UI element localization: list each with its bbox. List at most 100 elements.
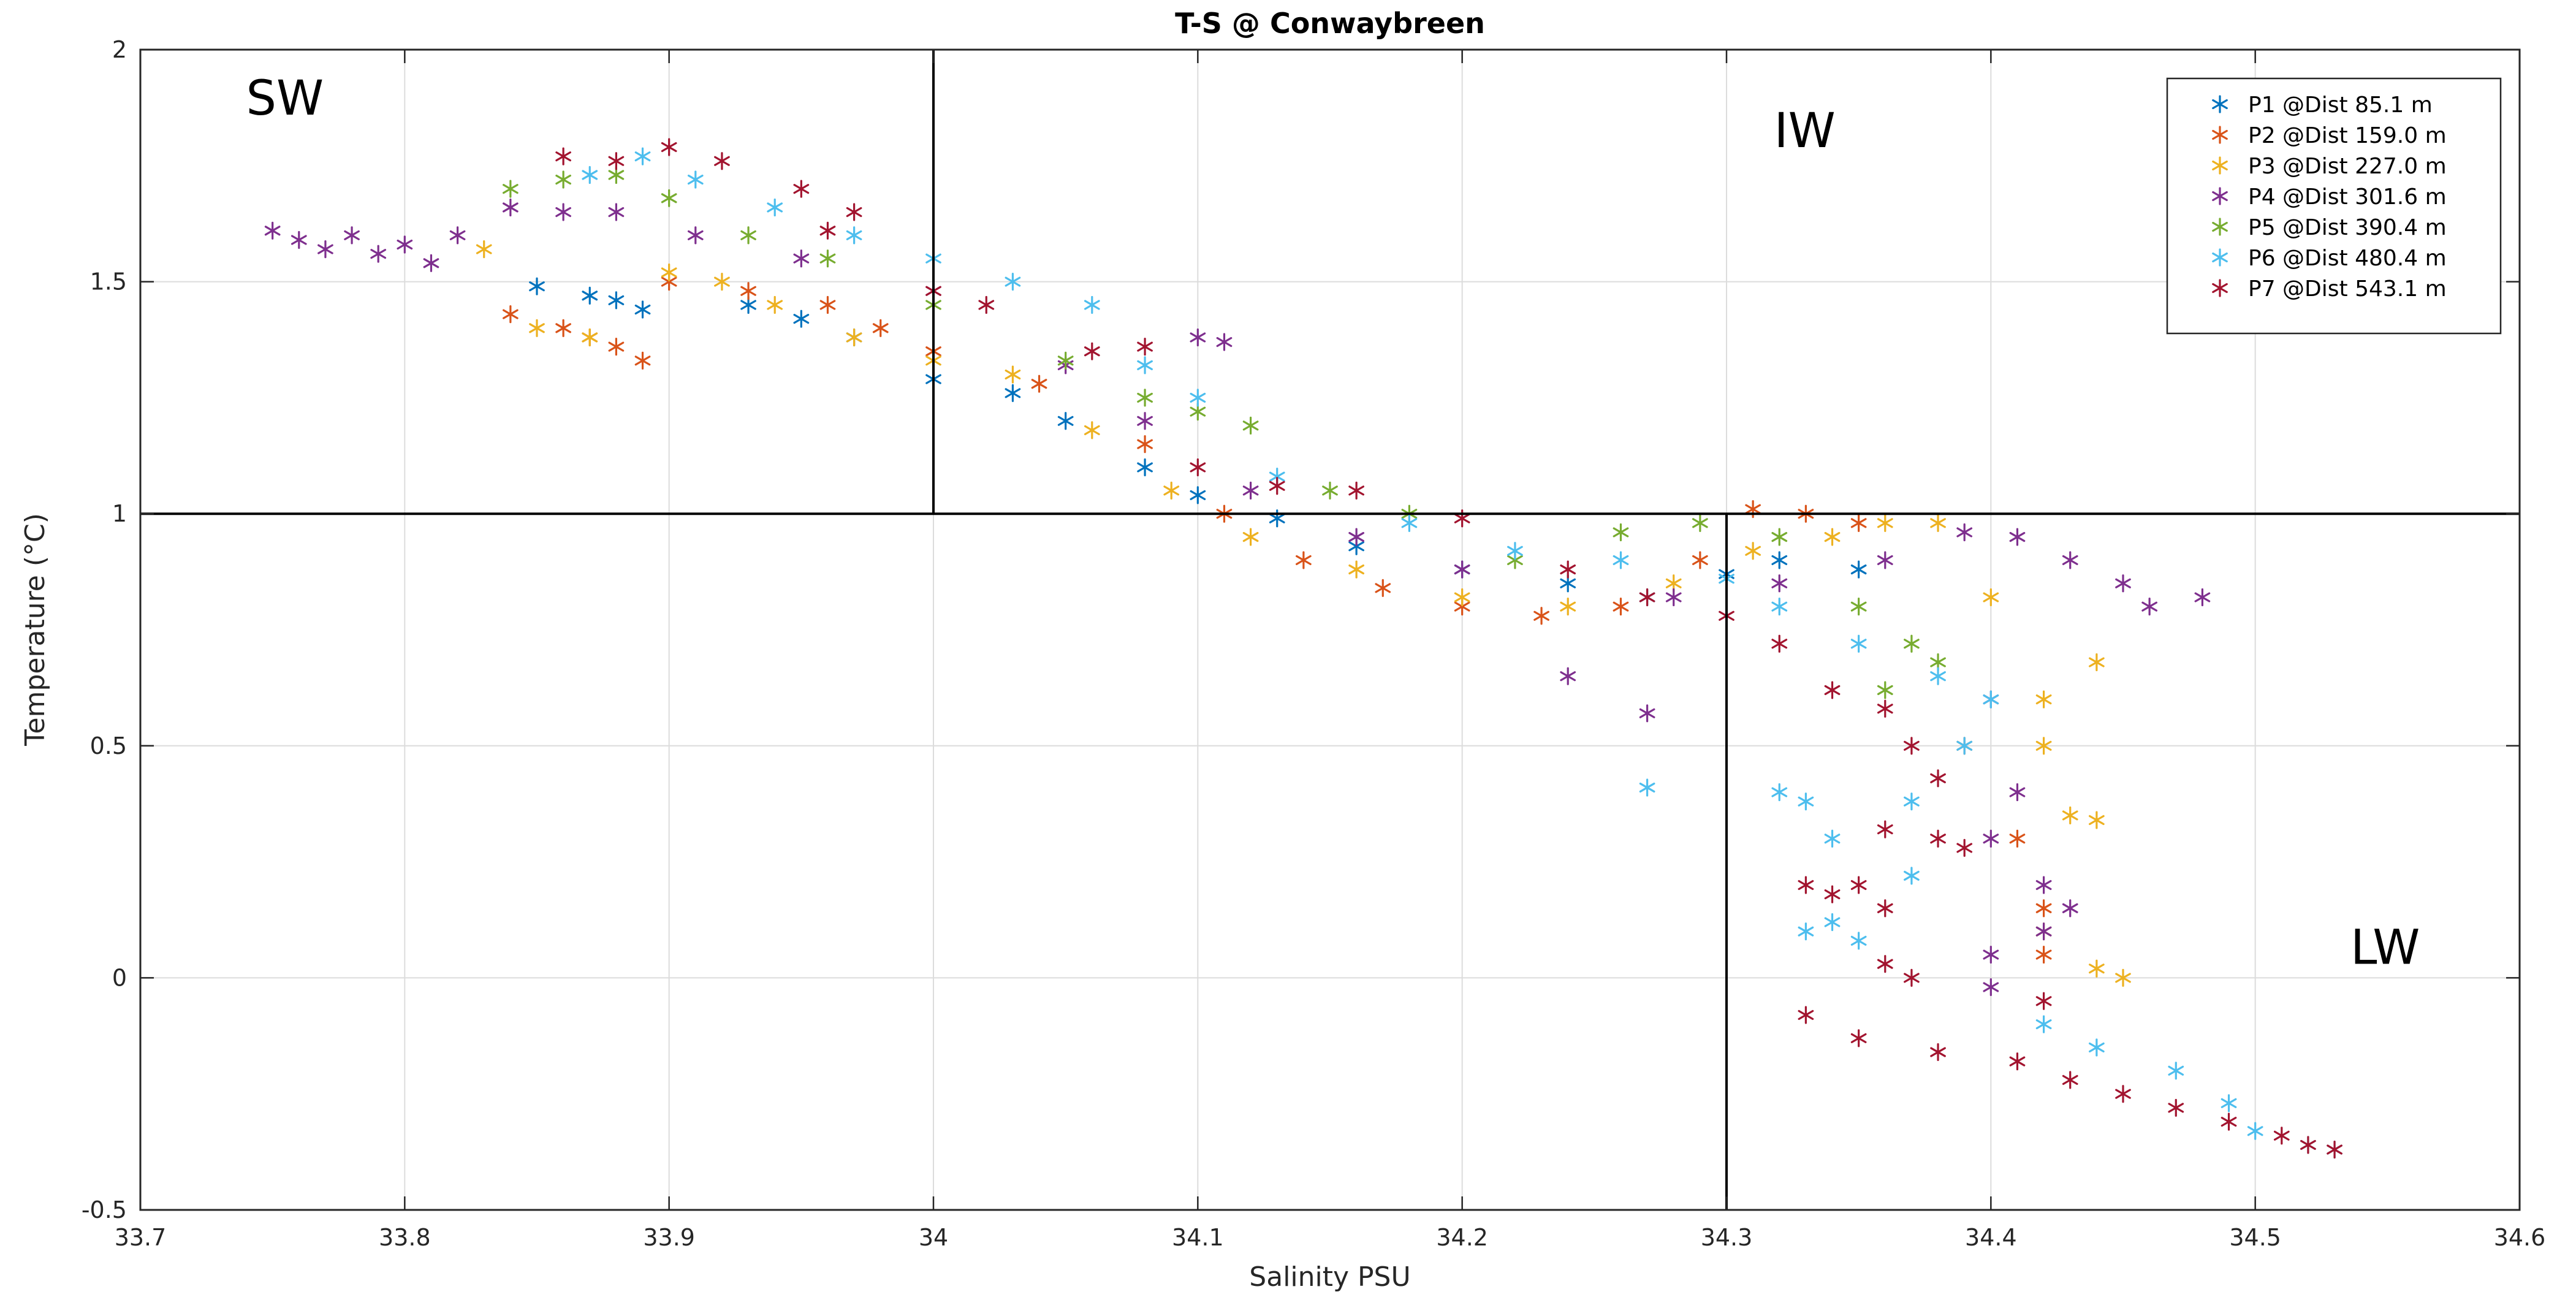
data-point	[2009, 829, 2026, 848]
data-point	[1533, 607, 1549, 625]
data-point	[1930, 514, 1946, 532]
data-point	[608, 291, 625, 310]
data-point	[2089, 653, 2105, 672]
data-point	[1824, 681, 1841, 699]
x-tick-label: 34.6	[2494, 1224, 2546, 1251]
data-point	[1745, 542, 1761, 560]
data-point	[2035, 945, 2052, 964]
data-point	[1824, 885, 1841, 903]
data-point	[1930, 769, 1946, 788]
data-point	[661, 263, 677, 282]
data-point	[1269, 477, 1285, 495]
data-point	[1877, 551, 1893, 569]
data-point	[1454, 560, 1470, 579]
data-point	[634, 147, 651, 165]
data-point	[2247, 1122, 2263, 1140]
series-points	[503, 273, 2052, 964]
data-point	[529, 277, 545, 295]
data-point	[1983, 945, 1999, 964]
data-point	[2009, 1052, 2026, 1071]
data-point	[2115, 574, 2131, 593]
data-point	[767, 295, 783, 314]
data-point	[1983, 829, 1999, 848]
data-point	[2009, 528, 2026, 546]
data-point	[2062, 1071, 2078, 1089]
plot-frame	[139, 48, 2521, 1211]
data-point	[714, 152, 730, 170]
data-point	[1904, 968, 1920, 987]
data-point	[582, 165, 598, 184]
series-points	[555, 138, 2342, 1159]
data-point	[1137, 356, 1153, 374]
data-point	[1242, 416, 1259, 435]
legend-marker	[2212, 248, 2228, 267]
data-point	[1190, 486, 1206, 504]
data-point	[2141, 598, 2157, 616]
data-point	[1877, 955, 1893, 973]
x-tick-label: 34	[919, 1224, 948, 1251]
data-point	[1137, 338, 1153, 356]
data-point	[291, 230, 307, 249]
data-point	[740, 226, 756, 245]
y-tick-label: 0	[112, 964, 127, 991]
data-point	[2115, 1085, 2131, 1103]
data-point	[1692, 551, 1708, 569]
data-point	[1348, 481, 1364, 500]
data-point	[2009, 783, 2026, 802]
data-point	[1877, 514, 1893, 532]
axis-ticks: 33.7 33.8 33.9 34 34.1 34.2 34.3 34.4 34.5 34.6 -0…	[82, 36, 2545, 1251]
y-tick-label: 1.5	[90, 268, 127, 295]
data-point	[1137, 389, 1153, 407]
region-label: LW	[2350, 921, 2420, 976]
data-point	[661, 138, 677, 156]
data-point	[2168, 1098, 2184, 1117]
legend-label: P5 @Dist 390.4 m	[2248, 215, 2447, 240]
data-point	[872, 319, 889, 337]
data-point	[582, 328, 598, 347]
data-point	[1296, 551, 1312, 569]
data-point	[397, 235, 413, 254]
data-point	[608, 338, 625, 356]
data-point	[1163, 481, 1180, 500]
data-point	[2089, 811, 2105, 829]
data-point	[2115, 968, 2131, 987]
data-point	[1877, 681, 1893, 699]
data-point	[476, 240, 492, 259]
data-point	[1850, 514, 1867, 532]
data-point	[1665, 588, 1682, 607]
data-point	[1613, 598, 1629, 616]
legend-label: P4 @Dist 301.6 m	[2248, 184, 2447, 210]
x-tick-label: 34.3	[1701, 1224, 1753, 1251]
data-point	[1190, 458, 1206, 477]
data-point	[1904, 737, 1920, 755]
legend: P1 @Dist 85.1 m P2 @Dist 159.0 m P3 @Dist …	[2166, 77, 2502, 335]
data-point	[1692, 514, 1708, 532]
legend-marker	[2212, 218, 2228, 236]
y-tick-label: -0.5	[82, 1196, 127, 1223]
x-tick-label: 34.4	[1965, 1224, 2017, 1251]
legend-marker	[2212, 156, 2228, 175]
data-point	[1348, 560, 1364, 579]
data-point	[1084, 421, 1100, 439]
legend-label: P1 @Dist 85.1 m	[2248, 93, 2433, 118]
y-tick-label: 2	[112, 36, 127, 63]
data-point	[2035, 876, 2052, 894]
region-labels: SW IW LW	[246, 71, 2420, 976]
data-point	[1824, 528, 1841, 546]
data-point	[2035, 899, 2052, 918]
data-point	[1798, 793, 1814, 811]
data-point	[1322, 481, 1338, 500]
data-point	[1904, 867, 1920, 885]
data-point	[1798, 922, 1814, 941]
data-point	[1639, 778, 1655, 797]
data-point	[2089, 1038, 2105, 1057]
x-tick-label: 34.1	[1172, 1224, 1224, 1251]
data-point	[1190, 389, 1206, 407]
data-point	[2089, 959, 2105, 978]
series-points	[476, 240, 2131, 987]
data-point	[1850, 876, 1867, 894]
data-point	[634, 300, 651, 319]
data-point	[1850, 598, 1867, 616]
data-point	[1850, 634, 1867, 653]
data-point	[1771, 574, 1788, 593]
